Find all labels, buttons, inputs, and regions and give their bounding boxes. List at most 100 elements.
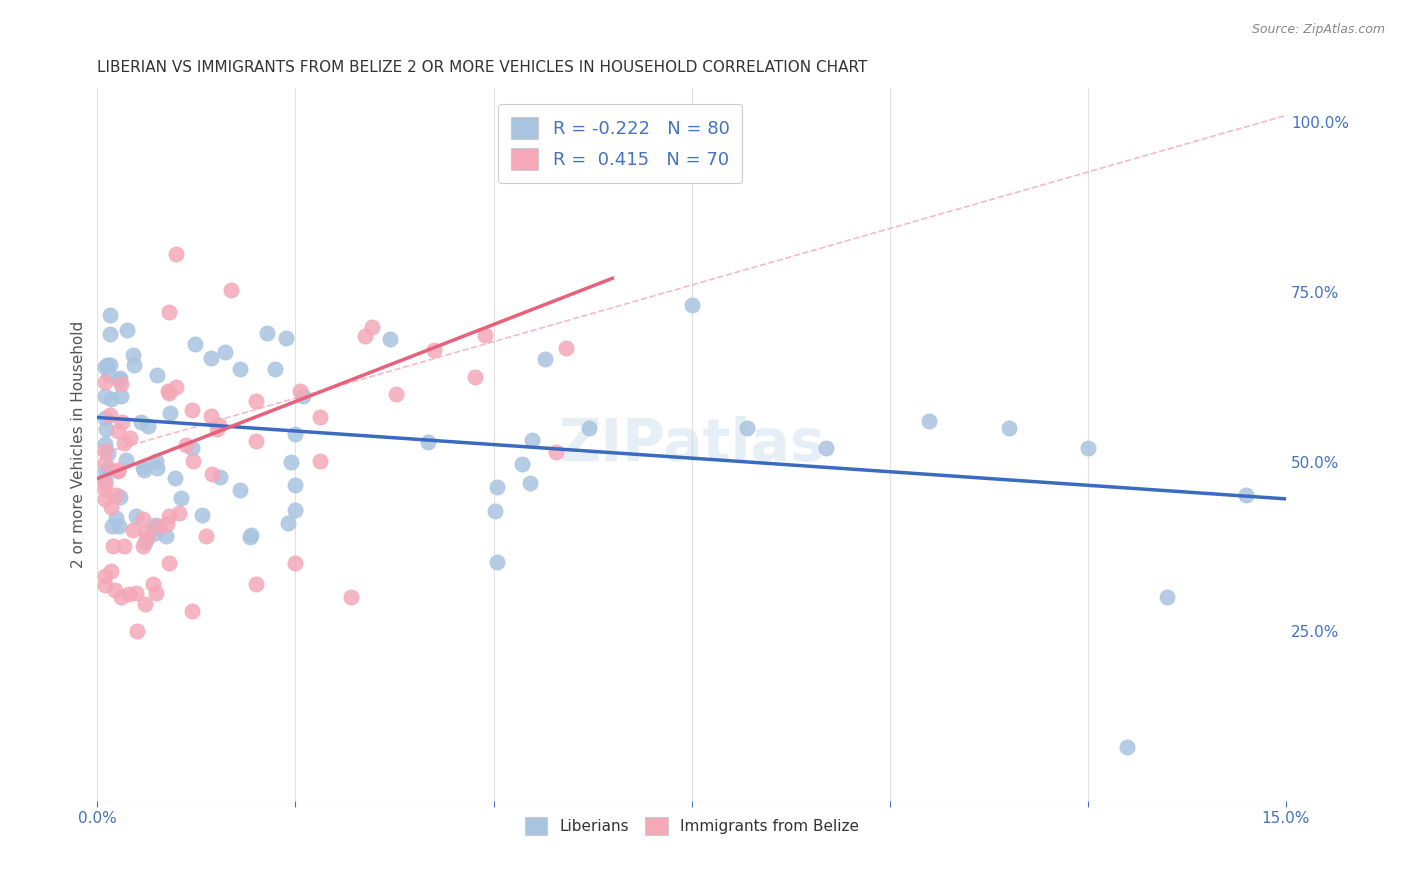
Point — [520, 433, 543, 447]
Point — [214, 344, 236, 359]
Point — [96, 358, 118, 372]
Point — [165, 247, 187, 261]
Point — [157, 385, 180, 400]
Point — [97, 461, 120, 475]
Point — [157, 384, 180, 399]
Point — [115, 323, 138, 337]
Point — [136, 418, 159, 433]
Point — [510, 457, 533, 471]
Point — [110, 490, 132, 504]
Point — [544, 444, 567, 458]
Point — [159, 407, 181, 421]
Point — [340, 591, 363, 605]
Point — [385, 387, 408, 401]
Point — [181, 442, 204, 456]
Point — [94, 422, 117, 436]
Point — [165, 380, 187, 394]
Point — [100, 392, 122, 406]
Point — [98, 358, 121, 372]
Point — [134, 534, 156, 549]
Point — [129, 415, 152, 429]
Point — [554, 341, 576, 355]
Point — [94, 474, 117, 488]
Point — [167, 506, 190, 520]
Point — [94, 437, 117, 451]
Point — [103, 582, 125, 597]
Point — [284, 478, 307, 492]
Point — [94, 443, 117, 458]
Point — [143, 525, 166, 540]
Point — [104, 488, 127, 502]
Point — [422, 343, 444, 358]
Point — [519, 476, 541, 491]
Point — [181, 454, 204, 468]
Point — [145, 461, 167, 475]
Point — [291, 389, 314, 403]
Point — [94, 410, 117, 425]
Point — [155, 529, 177, 543]
Point — [105, 511, 128, 525]
Point — [229, 483, 252, 498]
Point — [97, 446, 120, 460]
Point — [205, 422, 228, 436]
Point — [145, 453, 167, 467]
Point — [148, 519, 170, 533]
Point — [94, 492, 117, 507]
Point — [245, 393, 267, 408]
Point — [735, 420, 758, 434]
Point — [98, 326, 121, 341]
Point — [264, 361, 287, 376]
Point — [485, 479, 508, 493]
Point — [200, 409, 222, 424]
Point — [484, 503, 506, 517]
Point — [132, 539, 155, 553]
Point — [107, 424, 129, 438]
Point — [103, 539, 125, 553]
Point — [174, 438, 197, 452]
Point — [274, 331, 297, 345]
Point — [107, 463, 129, 477]
Point — [229, 362, 252, 376]
Text: LIBERIAN VS IMMIGRANTS FROM BELIZE 2 OR MORE VEHICLES IN HOUSEHOLD CORRELATION C: LIBERIAN VS IMMIGRANTS FROM BELIZE 2 OR … — [97, 60, 868, 75]
Point — [578, 420, 600, 434]
Point — [181, 604, 204, 618]
Point — [125, 509, 148, 524]
Point — [485, 555, 508, 569]
Point — [110, 376, 132, 391]
Point — [94, 578, 117, 592]
Point — [143, 518, 166, 533]
Point — [534, 351, 557, 366]
Point — [135, 525, 157, 540]
Point — [309, 454, 332, 468]
Point — [238, 530, 260, 544]
Point — [290, 384, 312, 398]
Point — [118, 587, 141, 601]
Point — [165, 471, 187, 485]
Point — [100, 500, 122, 515]
Point — [132, 459, 155, 474]
Point — [191, 508, 214, 523]
Point — [353, 329, 375, 343]
Point — [1116, 739, 1139, 754]
Point — [108, 519, 131, 533]
Legend: Liberians, Immigrants from Belize: Liberians, Immigrants from Belize — [517, 809, 866, 843]
Point — [98, 368, 121, 382]
Point — [110, 371, 132, 385]
Point — [112, 539, 135, 553]
Point — [195, 529, 218, 543]
Point — [209, 470, 232, 484]
Point — [111, 415, 134, 429]
Point — [125, 586, 148, 600]
Point — [143, 521, 166, 535]
Point — [1234, 488, 1257, 502]
Point — [94, 464, 117, 478]
Y-axis label: 2 or more Vehicles in Household: 2 or more Vehicles in Household — [72, 321, 86, 568]
Point — [184, 336, 207, 351]
Point — [277, 516, 299, 530]
Point — [100, 409, 122, 423]
Point — [156, 517, 179, 532]
Point — [180, 403, 202, 417]
Point — [918, 414, 941, 428]
Point — [122, 348, 145, 362]
Point — [107, 465, 129, 479]
